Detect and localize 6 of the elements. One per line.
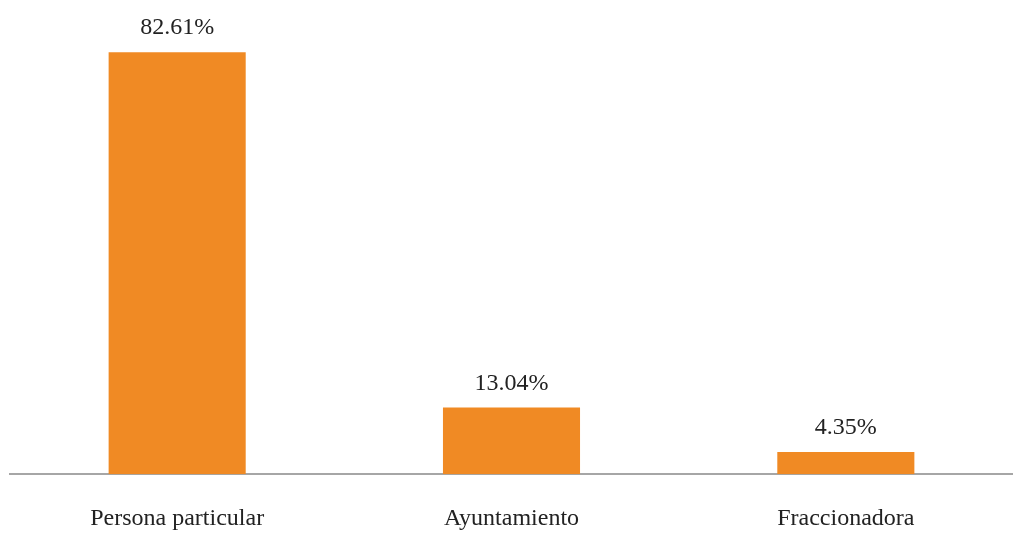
- x-tick-label: Persona particular: [90, 503, 265, 530]
- x-tick-label: Ayuntamiento: [443, 503, 580, 530]
- data-label: 82.61%: [140, 13, 215, 40]
- x-tick-label: Fraccionadora: [777, 503, 915, 530]
- data-label: 4.35%: [814, 412, 877, 439]
- data-label: 13.04%: [474, 368, 549, 395]
